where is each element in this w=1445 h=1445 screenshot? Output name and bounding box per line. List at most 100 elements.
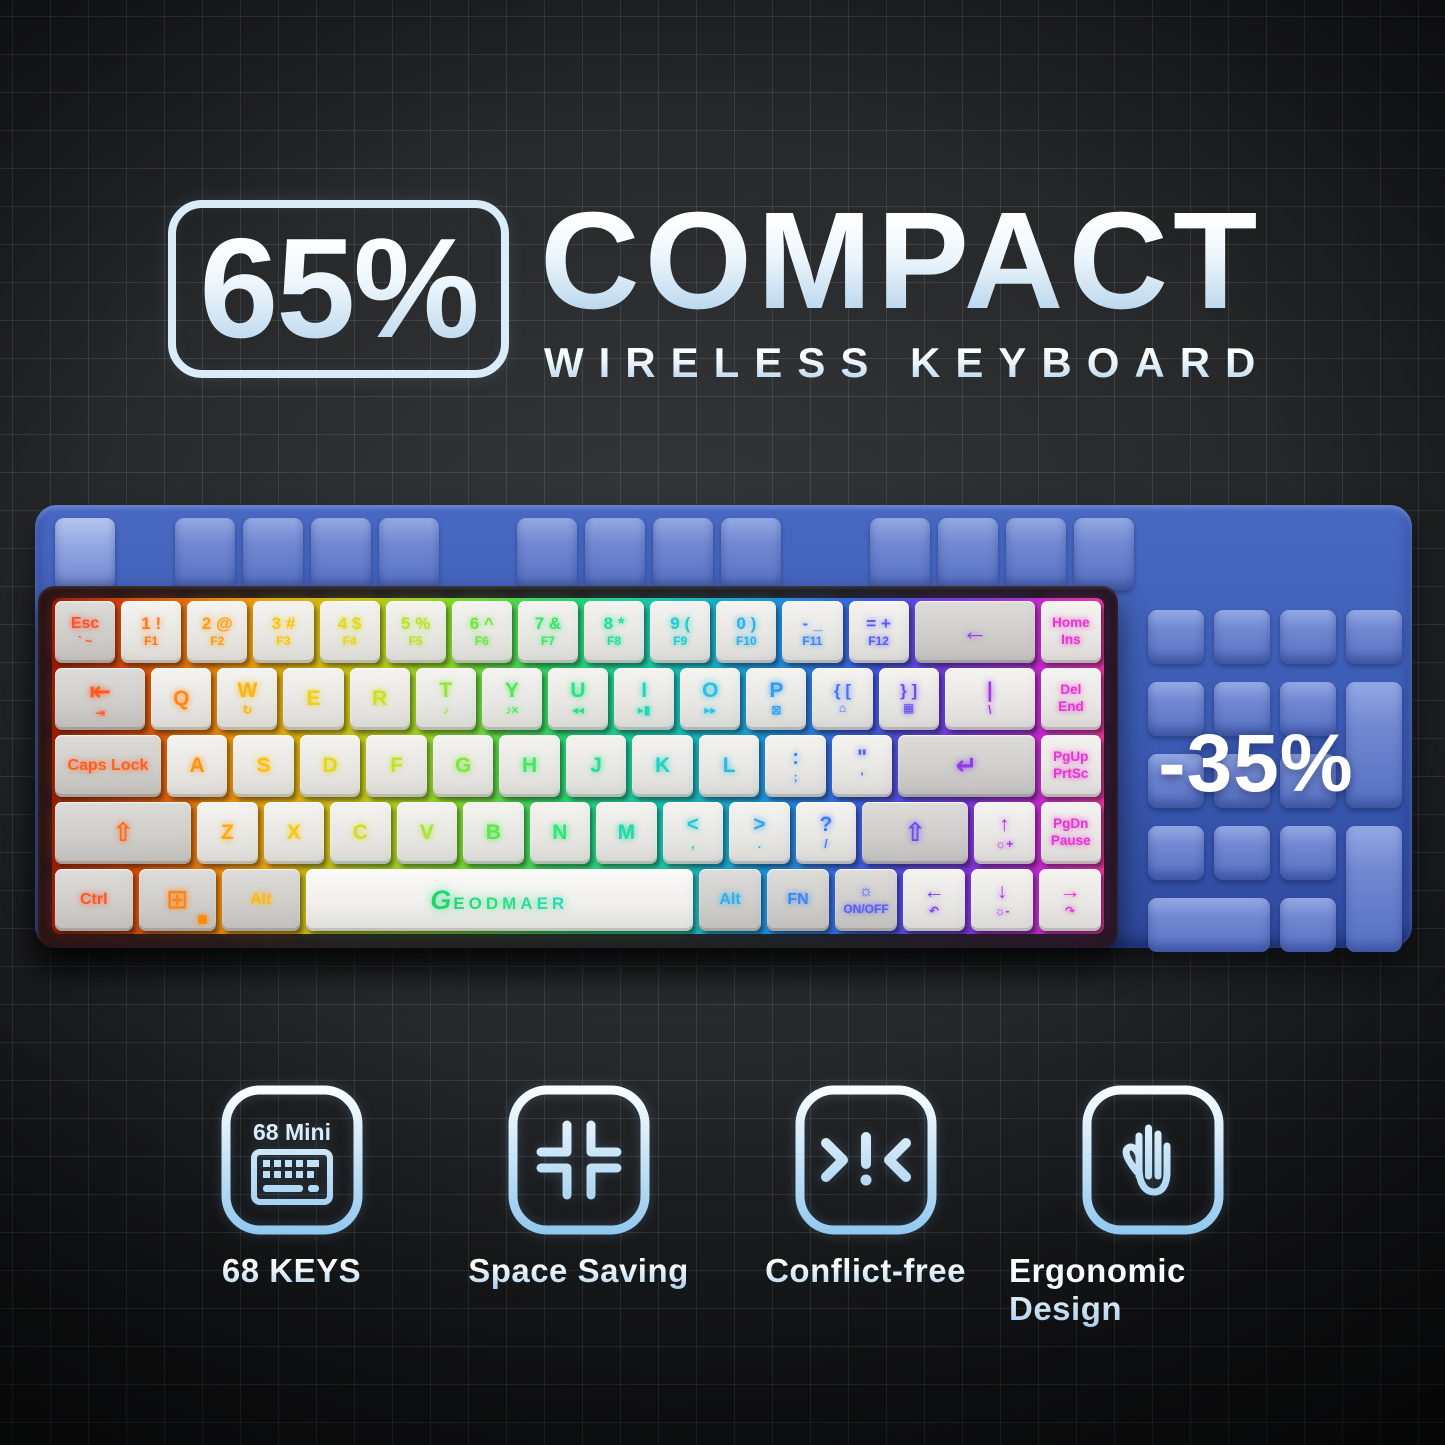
key-sym: >. xyxy=(729,802,790,864)
key-sublegend: , xyxy=(691,837,695,852)
key-sublegend: ; xyxy=(793,770,798,785)
key-legend: = + xyxy=(866,614,891,634)
feature-space-saving: Space Saving xyxy=(435,1082,722,1328)
key-row: ⇧ Z X C V B N M <, >.? / ⇧ ↑ ☼+ PgDn Pause xyxy=(55,802,1101,864)
key-row: Caps Lock A S D F G H J K L:; " ' ↵ PgUp PrtSc xyxy=(55,735,1101,797)
key-legend: PgDn xyxy=(1053,816,1089,832)
key-legend: Y xyxy=(504,679,519,703)
key-legend: ? xyxy=(819,813,833,837)
feature-label: 68 KEYS xyxy=(221,1252,362,1289)
key-sym: ↓ ☼- xyxy=(971,869,1033,931)
blue-keycap xyxy=(175,518,235,590)
key-FN: FN xyxy=(767,869,829,931)
key-legend: N xyxy=(552,820,568,844)
key-U: U ◂◂ xyxy=(547,668,609,730)
key-sublegend: F2 xyxy=(210,634,225,649)
key-legend: R xyxy=(372,686,388,710)
key-sym: :; xyxy=(765,735,826,797)
key-legend: > xyxy=(753,813,766,837)
blue-keycap xyxy=(1074,518,1134,590)
key-sym: ☼ ON/OFF xyxy=(835,869,897,931)
blue-keycap xyxy=(243,518,303,590)
key-I: I ▸▮ xyxy=(614,668,675,730)
key-sym: " ' xyxy=(831,735,893,797)
key-4: 4 $ F4 xyxy=(319,601,380,663)
key-legend: ⇧ xyxy=(904,817,926,848)
discount-label: -35% xyxy=(1158,718,1354,809)
key-legend: 8 * xyxy=(603,614,625,634)
key-sym: ⇧ xyxy=(862,802,968,864)
key-sublegend: Pause xyxy=(1050,832,1091,848)
key-legend: 0 ) xyxy=(736,614,757,634)
key-M: M xyxy=(596,802,657,864)
key-sym: ← ↶ xyxy=(903,869,965,931)
brand-logo: G EODMAER xyxy=(430,884,569,915)
key-sublegend: F6 xyxy=(474,634,489,649)
key-K: K xyxy=(632,735,693,797)
key-sym: ↑ ☼+ xyxy=(974,802,1035,864)
blue-keycap xyxy=(1280,898,1336,952)
key-legend: F xyxy=(390,753,404,777)
blue-keycap xyxy=(1214,754,1270,808)
key-legend: X xyxy=(286,820,301,844)
key-legend: ⊞ xyxy=(166,884,189,915)
key-7: 7 & F7 xyxy=(517,601,578,663)
key-legend: { [ xyxy=(834,681,851,701)
key-legend: | xyxy=(986,679,993,703)
key-sublegend: F4 xyxy=(342,634,357,649)
key-legend: D xyxy=(322,753,338,777)
compress-icon xyxy=(508,1085,649,1235)
feature-68-title: 68 Mini xyxy=(253,1119,331,1145)
key-legend: L xyxy=(722,753,736,777)
feature-conflict-free: Conflict-free xyxy=(722,1082,1009,1328)
key-legend: → xyxy=(1059,880,1081,904)
badge-65-text: 65% xyxy=(199,207,479,371)
key-legend: E xyxy=(306,686,321,710)
key-Q: Q xyxy=(151,668,212,730)
key-F: F xyxy=(366,735,427,797)
key-legend: 2 @ xyxy=(201,614,233,634)
key-sym: ← xyxy=(914,601,1035,663)
key-legend: ↑ xyxy=(999,813,1010,837)
key-legend: I xyxy=(641,679,648,703)
key-legend: 1 ! xyxy=(141,614,162,634)
key-sublegend: ♪ xyxy=(442,703,449,718)
blue-keycap xyxy=(1346,682,1402,808)
feature-list: 68 Mini 68 KEYS xyxy=(148,1082,1296,1328)
blue-keycap xyxy=(55,518,115,590)
key-sym: } ] ▦ xyxy=(878,668,939,730)
blue-keycap xyxy=(870,518,930,590)
key-sym: ⇤ ⇥ xyxy=(55,668,146,730)
blue-keycap xyxy=(585,518,645,590)
key-legend: } ] xyxy=(900,681,918,701)
key-legend: Z xyxy=(220,820,234,844)
key-legend: H xyxy=(522,753,538,777)
key-PgUp: PgUp PrtSc xyxy=(1040,735,1101,797)
key-legend: 4 $ xyxy=(337,614,362,634)
blue-keycap xyxy=(721,518,781,590)
key-space: G EODMAER xyxy=(305,869,693,931)
key-sublegend: End xyxy=(1058,698,1084,714)
key-L: L xyxy=(698,735,760,797)
key-9: 9 (F9 xyxy=(650,601,711,663)
key-legend: 3 # xyxy=(271,614,296,634)
blue-keycap xyxy=(1148,754,1204,808)
key-Esc: Esc ` ~ xyxy=(55,601,116,663)
key-Alt: Alt xyxy=(222,869,300,931)
key-legend: T xyxy=(439,679,453,703)
key-sym: | \ xyxy=(944,668,1035,730)
key-legend: B xyxy=(485,820,501,844)
key-W: W ↻ xyxy=(217,668,278,730)
key-legend: K xyxy=(655,753,671,777)
key-legend: U xyxy=(570,679,586,703)
blue-keycap xyxy=(1280,754,1336,808)
key-legend: ← xyxy=(961,616,988,647)
key-R: R xyxy=(349,668,410,730)
feature-label: Space Saving xyxy=(468,1252,689,1289)
key-sublegend: ▦ xyxy=(902,701,915,716)
hand-icon xyxy=(1082,1085,1223,1235)
key-sym: ⊞ xyxy=(138,869,216,931)
key-sublegend: F12 xyxy=(868,634,889,649)
key-sym: ⇧ xyxy=(55,802,192,864)
key-legend: < xyxy=(686,813,699,837)
